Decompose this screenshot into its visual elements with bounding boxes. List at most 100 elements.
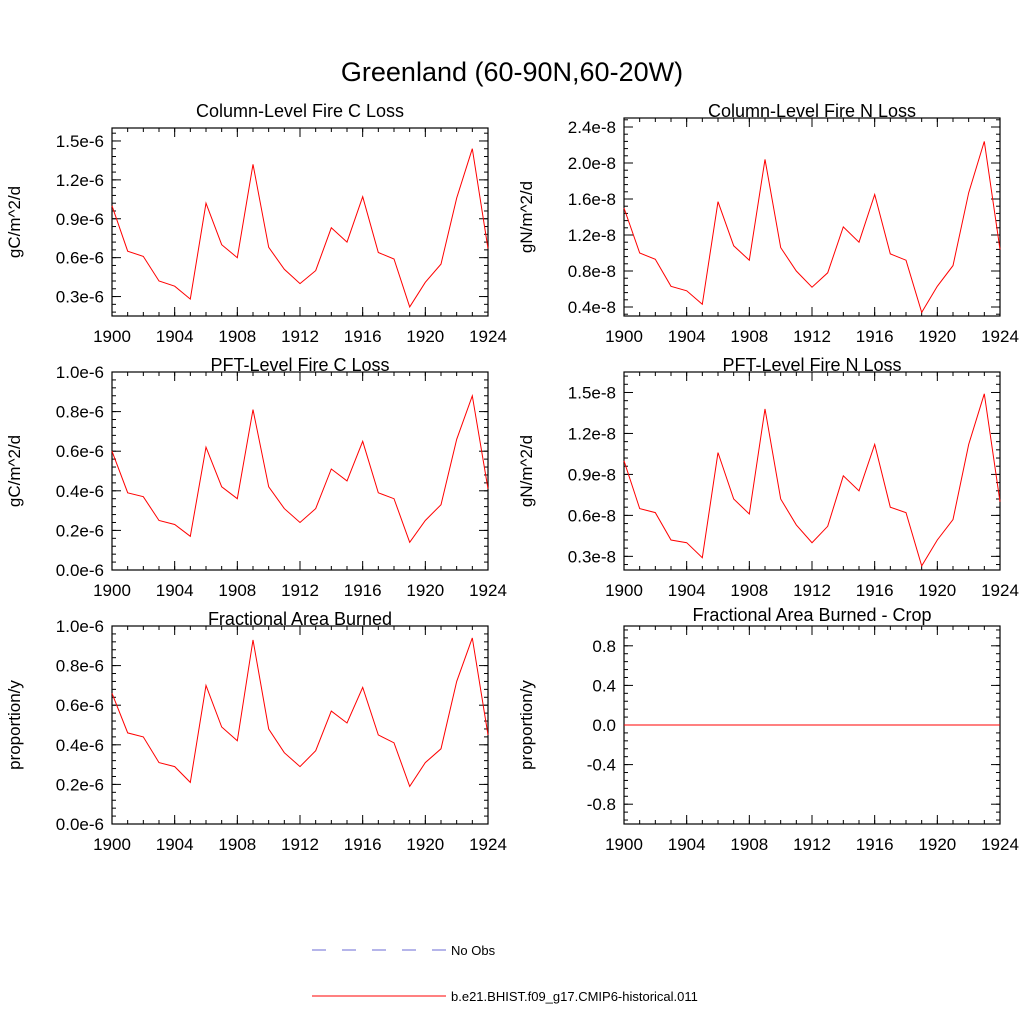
chart-title: Fractional Area Burned (208, 609, 392, 629)
y-tick-label: 1.2e-8 (568, 226, 616, 245)
x-tick-label: 1916 (344, 835, 382, 854)
x-tick-label: 1900 (93, 581, 131, 600)
chart-panel: Column-Level Fire N Loss gN/m^2/d 1900 1904… (517, 101, 1019, 346)
y-tick-label: 0.9e-8 (568, 465, 616, 484)
x-tick-label: 1908 (218, 327, 256, 346)
x-tick-label: 1908 (730, 581, 768, 600)
page-title: Greenland (60-90N,60-20W) (341, 57, 683, 87)
chart-panel: Fractional Area Burned proportion/y 1900 19… (5, 609, 507, 854)
y-tick-label: 0.4 (592, 676, 616, 695)
series-line (111, 393, 489, 544)
chart-panel: Fractional Area Burned - Crop proportion/… (517, 605, 1019, 854)
y-tick-label: 2.0e-8 (568, 154, 616, 173)
x-tick-label: 1912 (281, 581, 319, 600)
y-tick-label: 0.8 (592, 637, 616, 656)
x-tick-label: 1900 (93, 327, 131, 346)
y-tick-label: 0.2e-6 (56, 521, 104, 540)
y-tick-label: 0.8e-6 (56, 657, 104, 676)
chart-panel: Column-Level Fire C Loss gC/m^2/d 1900 1904… (5, 101, 507, 346)
y-axis-label: gC/m^2/d (5, 435, 24, 507)
x-tick-label: 1908 (730, 835, 768, 854)
legend-obs-label: No Obs (451, 943, 496, 958)
plot-frame (111, 371, 489, 571)
x-tick-label: 1900 (605, 835, 643, 854)
x-tick-label: 1904 (156, 835, 194, 854)
y-tick-label: 0.8e-6 (56, 403, 104, 422)
x-tick-label: 1904 (668, 581, 706, 600)
y-tick-label: 0.6e-6 (56, 249, 104, 268)
x-tick-label: 1912 (793, 327, 831, 346)
y-tick-label: 1.2e-8 (568, 424, 616, 443)
x-tick-label: 1904 (668, 835, 706, 854)
x-tick-label: 1912 (281, 327, 319, 346)
plot-frame (111, 625, 489, 825)
chart-title: Fractional Area Burned - Crop (692, 605, 931, 625)
chart-title: PFT-Level Fire C Loss (210, 355, 389, 375)
y-tick-label: 0.9e-6 (56, 210, 104, 229)
x-tick-label: 1924 (469, 835, 507, 854)
y-axis-label: gC/m^2/d (5, 186, 24, 258)
series-line (623, 393, 1001, 568)
x-tick-label: 1920 (406, 327, 444, 346)
x-tick-label: 1920 (918, 327, 956, 346)
legend: No Obs b.e21.BHIST.f09_g17.CMIP6-histori… (312, 943, 698, 1004)
y-tick-label: 0.0e-6 (56, 561, 104, 580)
y-axis-label: proportion/y (517, 680, 536, 770)
plot-frame (623, 371, 1001, 571)
x-tick-label: 1908 (218, 581, 256, 600)
plot-frame (623, 117, 1001, 317)
x-tick-label: 1908 (218, 835, 256, 854)
y-axis-label: proportion/y (5, 680, 24, 770)
x-tick-label: 1900 (605, 327, 643, 346)
chart-panel: PFT-Level Fire C Loss gC/m^2/d 1900 1904 190… (5, 355, 507, 600)
chart-title: Column-Level Fire C Loss (196, 101, 404, 121)
x-tick-label: 1924 (469, 581, 507, 600)
y-tick-label: 1.5e-8 (568, 383, 616, 402)
x-tick-label: 1920 (918, 581, 956, 600)
y-tick-label: 0.4e-6 (56, 736, 104, 755)
x-tick-label: 1920 (406, 581, 444, 600)
y-tick-label: 0.8e-8 (568, 262, 616, 281)
x-tick-label: 1920 (918, 835, 956, 854)
x-tick-label: 1916 (856, 327, 894, 346)
x-tick-label: 1916 (344, 327, 382, 346)
legend-model-label: b.e21.BHIST.f09_g17.CMIP6-historical.011 (451, 989, 698, 1004)
x-tick-label: 1912 (793, 835, 831, 854)
x-tick-label: 1900 (605, 581, 643, 600)
x-tick-label: 1904 (668, 327, 706, 346)
x-tick-label: 1900 (93, 835, 131, 854)
series-line (111, 637, 489, 788)
x-tick-label: 1912 (281, 835, 319, 854)
x-tick-label: 1916 (344, 581, 382, 600)
y-tick-label: 1.0e-6 (56, 363, 104, 382)
x-tick-label: 1912 (793, 581, 831, 600)
y-tick-label: 1.5e-6 (56, 132, 104, 151)
y-tick-label: 0.4e-6 (56, 482, 104, 501)
y-tick-label: 1.2e-6 (56, 171, 104, 190)
y-tick-label: 2.4e-8 (568, 118, 616, 137)
y-tick-label: 0.0e-6 (56, 815, 104, 834)
x-tick-label: 1908 (730, 327, 768, 346)
series-line (623, 141, 1001, 314)
x-tick-label: 1924 (981, 327, 1019, 346)
y-tick-label: -0.8 (587, 795, 616, 814)
x-tick-label: 1924 (469, 327, 507, 346)
x-tick-label: 1904 (156, 327, 194, 346)
chart-title: PFT-Level Fire N Loss (722, 355, 901, 375)
y-tick-label: 0.0 (592, 716, 616, 735)
y-tick-label: 0.6e-6 (56, 442, 104, 461)
x-tick-label: 1916 (856, 581, 894, 600)
y-tick-label: 1.6e-8 (568, 190, 616, 209)
y-tick-label: 0.6e-8 (568, 506, 616, 525)
y-tick-label: 1.0e-6 (56, 617, 104, 636)
y-tick-label: 0.6e-6 (56, 696, 104, 715)
y-axis-label: gN/m^2/d (517, 435, 536, 507)
y-tick-label: 0.3e-8 (568, 547, 616, 566)
x-tick-label: 1924 (981, 835, 1019, 854)
y-tick-label: -0.4 (587, 756, 616, 775)
x-tick-label: 1904 (156, 581, 194, 600)
y-tick-label: 0.2e-6 (56, 775, 104, 794)
panels: Column-Level Fire C Loss gC/m^2/d 1900 1904… (5, 101, 1019, 854)
x-tick-label: 1916 (856, 835, 894, 854)
